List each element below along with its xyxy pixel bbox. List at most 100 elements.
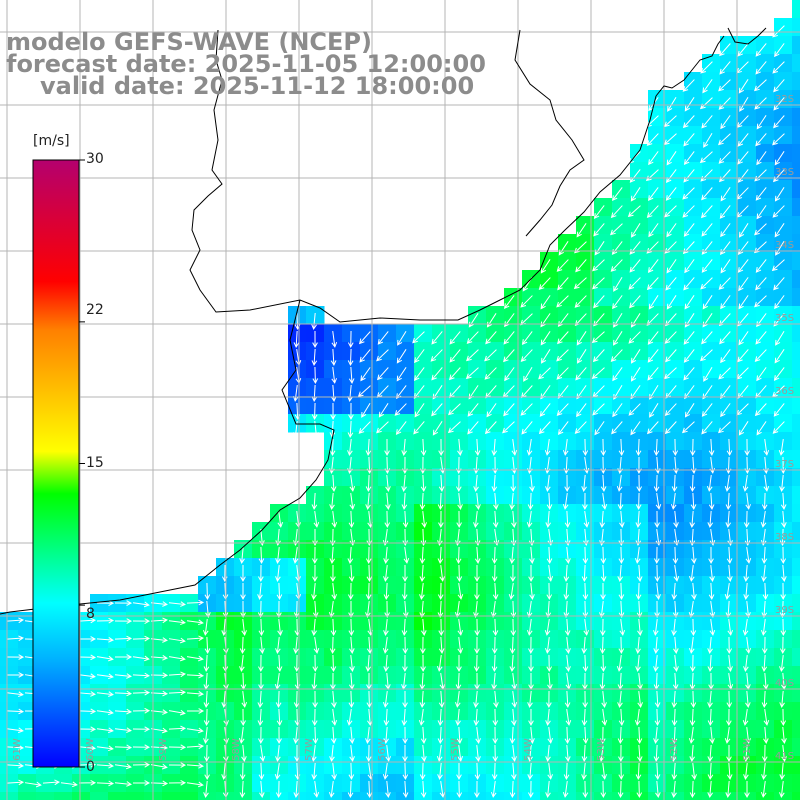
wind-speed-cell <box>486 792 505 800</box>
wind-arrow <box>636 780 643 799</box>
wind-arrow <box>700 61 713 74</box>
wind-arrow <box>652 618 659 636</box>
wind-arrow <box>96 600 115 607</box>
wind-arrow <box>772 133 785 146</box>
wind-arrow <box>257 708 264 727</box>
wind-arrow <box>526 510 533 528</box>
wind-arrow <box>365 654 372 672</box>
wind-speed-cell <box>792 360 800 379</box>
wind-arrow <box>168 637 186 644</box>
wind-arrow <box>347 582 354 601</box>
lat-label: 41S <box>775 751 795 762</box>
wind-arrow <box>438 510 444 529</box>
wind-arrow <box>610 259 623 272</box>
wind-arrow <box>241 690 248 708</box>
wind-arrow <box>240 708 246 727</box>
wind-arrow <box>707 654 714 673</box>
wind-arrow <box>491 546 498 565</box>
wind-arrow <box>755 277 767 291</box>
wind-arrow <box>646 277 659 291</box>
wind-arrow <box>745 636 752 654</box>
wind-arrow <box>761 744 768 763</box>
wind-arrow <box>772 25 785 38</box>
wind-arrow <box>419 690 426 709</box>
wind-arrow <box>581 564 588 583</box>
wind-arrow <box>612 331 623 346</box>
wind-arrow <box>671 708 678 727</box>
wind-arrow <box>475 744 481 762</box>
wind-arrow <box>725 780 731 798</box>
wind-arrow <box>474 618 481 637</box>
wind-arrow <box>591 367 605 380</box>
colorbar-tick-label: 8 <box>86 606 95 622</box>
wind-arrow <box>330 384 337 403</box>
wind-arrow <box>186 655 204 662</box>
wind-arrow <box>726 438 733 457</box>
wind-speed-cell <box>558 792 577 800</box>
wind-arrow <box>431 331 443 345</box>
wind-arrow <box>755 43 767 57</box>
wind-arrow <box>647 259 659 273</box>
wind-arrow <box>366 690 373 709</box>
wind-arrow <box>186 708 205 714</box>
wind-arrow <box>582 438 589 457</box>
wind-arrow <box>329 528 336 547</box>
wind-arrow <box>709 618 716 636</box>
wind-arrow <box>575 259 587 273</box>
wind-arrow <box>204 636 211 655</box>
wind-arrow <box>610 223 623 236</box>
wind-arrow <box>329 636 336 655</box>
wind-arrow <box>682 205 695 218</box>
wind-speed-cell <box>792 648 800 667</box>
wind-arrow <box>612 187 623 202</box>
lat-label: 34S <box>775 240 795 251</box>
wind-arrow <box>257 600 264 619</box>
wind-arrow <box>738 331 749 346</box>
wind-arrow <box>756 421 767 436</box>
wind-arrow <box>329 438 336 457</box>
wind-arrow <box>557 277 569 291</box>
wind-arrow <box>466 331 479 344</box>
wind-arrow <box>168 655 186 662</box>
wind-arrow <box>709 726 715 744</box>
wind-arrow <box>520 403 533 416</box>
wind-arrow <box>258 564 264 583</box>
wind-arrow <box>773 403 785 417</box>
wind-arrow <box>727 528 733 546</box>
wind-arrow <box>474 438 481 457</box>
wind-arrow <box>449 331 461 345</box>
wind-arrow <box>475 726 481 744</box>
wind-arrow <box>781 510 787 528</box>
wind-arrow <box>274 762 281 780</box>
wind-arrow <box>492 618 499 637</box>
wind-arrow <box>349 654 355 672</box>
wind-arrow <box>457 582 464 600</box>
wind-arrow <box>331 366 338 384</box>
wind-arrow <box>772 61 785 74</box>
wind-speed-cell <box>792 306 800 325</box>
wind-arrow <box>636 564 643 583</box>
wind-arrow <box>491 762 498 781</box>
wind-arrow <box>775 331 785 346</box>
wind-arrow <box>691 546 697 564</box>
wind-arrow <box>562 438 569 456</box>
wind-arrow <box>635 492 642 511</box>
wind-arrow <box>538 421 551 435</box>
wind-arrow <box>565 636 571 654</box>
wind-arrow <box>720 295 731 310</box>
wind-arrow <box>349 528 356 546</box>
wind-arrow <box>598 744 605 762</box>
wind-arrow <box>437 582 444 601</box>
wind-arrow <box>365 600 371 618</box>
wind-arrow <box>673 528 680 546</box>
wind-arrow <box>701 223 713 237</box>
wind-arrow <box>719 331 731 345</box>
wind-arrow <box>617 690 623 708</box>
wind-arrow <box>565 708 572 726</box>
wind-arrow <box>773 79 785 93</box>
wind-arrow <box>718 367 731 380</box>
wind-arrow <box>421 618 427 636</box>
wind-arrow <box>781 726 787 744</box>
wind-arrow <box>366 780 373 799</box>
wind-arrow <box>599 528 605 546</box>
